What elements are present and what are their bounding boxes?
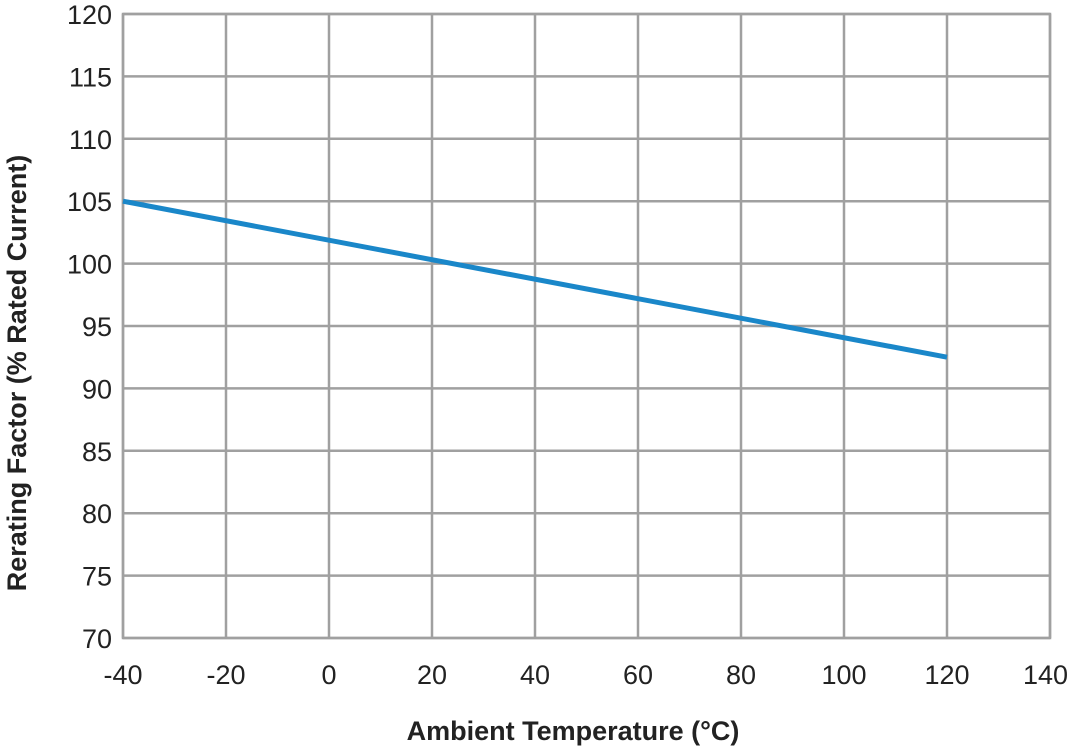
series-line: [122, 198, 948, 360]
x-tick-label: 120: [924, 660, 969, 690]
x-tick-label: 100: [821, 660, 866, 690]
x-tick-label: 20: [417, 660, 447, 690]
grid-lines: [121, 12, 1052, 640]
y-tick-label: 90: [82, 374, 112, 404]
y-tick-label: 70: [82, 624, 112, 654]
y-tick-label: 75: [82, 562, 112, 592]
x-tick-label: 0: [321, 660, 336, 690]
x-tick-label: 60: [623, 660, 653, 690]
y-tick-label: 85: [82, 437, 112, 467]
y-tick-label: 105: [67, 187, 112, 217]
x-tick-label: 40: [520, 660, 550, 690]
x-tick-labels: -40 -20 0 20 40 60 80 100 120 140: [103, 660, 1068, 690]
x-tick-label: 140: [1023, 660, 1068, 690]
y-tick-labels: 70 75 80 85 90 95 100 105 110 115 120: [67, 0, 112, 654]
y-tick-label: 110: [69, 125, 112, 155]
x-axis-title: Ambient Temperature (°C): [407, 716, 740, 746]
x-tick-label: 80: [726, 660, 756, 690]
y-axis-title: Rerating Factor (% Rated Current): [2, 155, 32, 592]
series-layer: [122, 198, 948, 360]
x-tick-label: -40: [103, 660, 142, 690]
y-tick-label: 95: [82, 312, 112, 342]
y-tick-label: 120: [67, 0, 112, 30]
y-tick-label: 80: [82, 499, 112, 529]
plot-frame: [121, 12, 1052, 640]
y-tick-label: 100: [67, 250, 112, 280]
y-tick-label: 115: [69, 62, 112, 92]
x-tick-label: -20: [206, 660, 245, 690]
